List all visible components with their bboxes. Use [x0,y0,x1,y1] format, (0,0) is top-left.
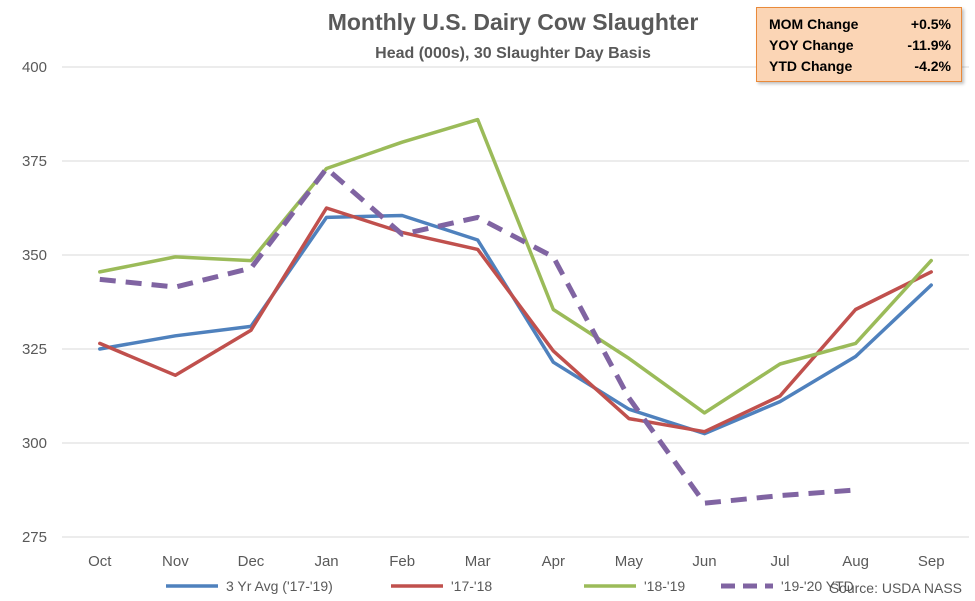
series-line-3 [99,166,856,506]
stats-value: -4.2% [914,58,951,74]
x-tick-label: Jan [314,553,338,570]
x-axis: Oct Nov Dec Jan Feb Mar Apr May Jun Jul Aug Sep [88,553,944,570]
gridlines [62,66,969,538]
x-tick-label: Nov [162,553,189,570]
chart-title: Monthly U.S. Dairy Cow Slaughter [328,9,699,35]
x-tick-label: Feb [389,553,415,570]
stats-value: +0.5% [910,16,951,32]
stats-row-mom: MOM Change +0.5% [769,14,951,35]
legend-label: '18-'19 [644,578,685,594]
y-tick-label: 300 [22,435,47,452]
x-tick-label: Mar [465,553,491,570]
y-tick-label: 275 [22,529,47,546]
stats-row-yoy: YOY Change -11.9% [769,35,951,56]
series-lines [98,117,933,506]
stats-label: MOM Change [769,16,859,32]
source-note: Source: USDA NASS [830,580,962,596]
y-tick-label: 350 [22,247,47,264]
y-axis: 275 300 325 350 375 400 [22,59,47,546]
x-tick-label: Jul [770,553,789,570]
x-tick-label: Oct [88,553,112,570]
change-stats-box: MOM Change +0.5% YOY Change -11.9% YTD C… [756,7,962,82]
x-tick-label: Dec [238,553,265,570]
stats-value: -11.9% [907,37,951,53]
chart-subtitle: Head (000s), 30 Slaughter Day Basis [375,45,651,62]
x-tick-label: Sep [918,553,945,570]
stats-row-ytd: YTD Change -4.2% [769,56,951,77]
legend: 3 Yr Avg ('17-'19) '17-'18 '18-'19 '19-'20 … [166,578,854,594]
y-tick-label: 400 [22,59,47,76]
x-tick-label: Jun [692,553,716,570]
stats-label: YTD Change [769,58,853,74]
series-line-0 [98,213,933,436]
legend-label: 3 Yr Avg ('17-'19) [226,578,333,594]
x-tick-label: May [615,553,644,570]
y-tick-label: 375 [22,153,47,170]
y-tick-label: 325 [22,341,47,358]
stats-label: YOY Change [769,37,854,53]
legend-label: '19-'20 YTD [781,578,854,594]
legend-label: '17-'18 [451,578,492,594]
series-line-2 [98,117,933,415]
x-tick-label: Aug [842,553,869,570]
series-line-1 [98,206,933,434]
x-tick-label: Apr [542,553,565,570]
